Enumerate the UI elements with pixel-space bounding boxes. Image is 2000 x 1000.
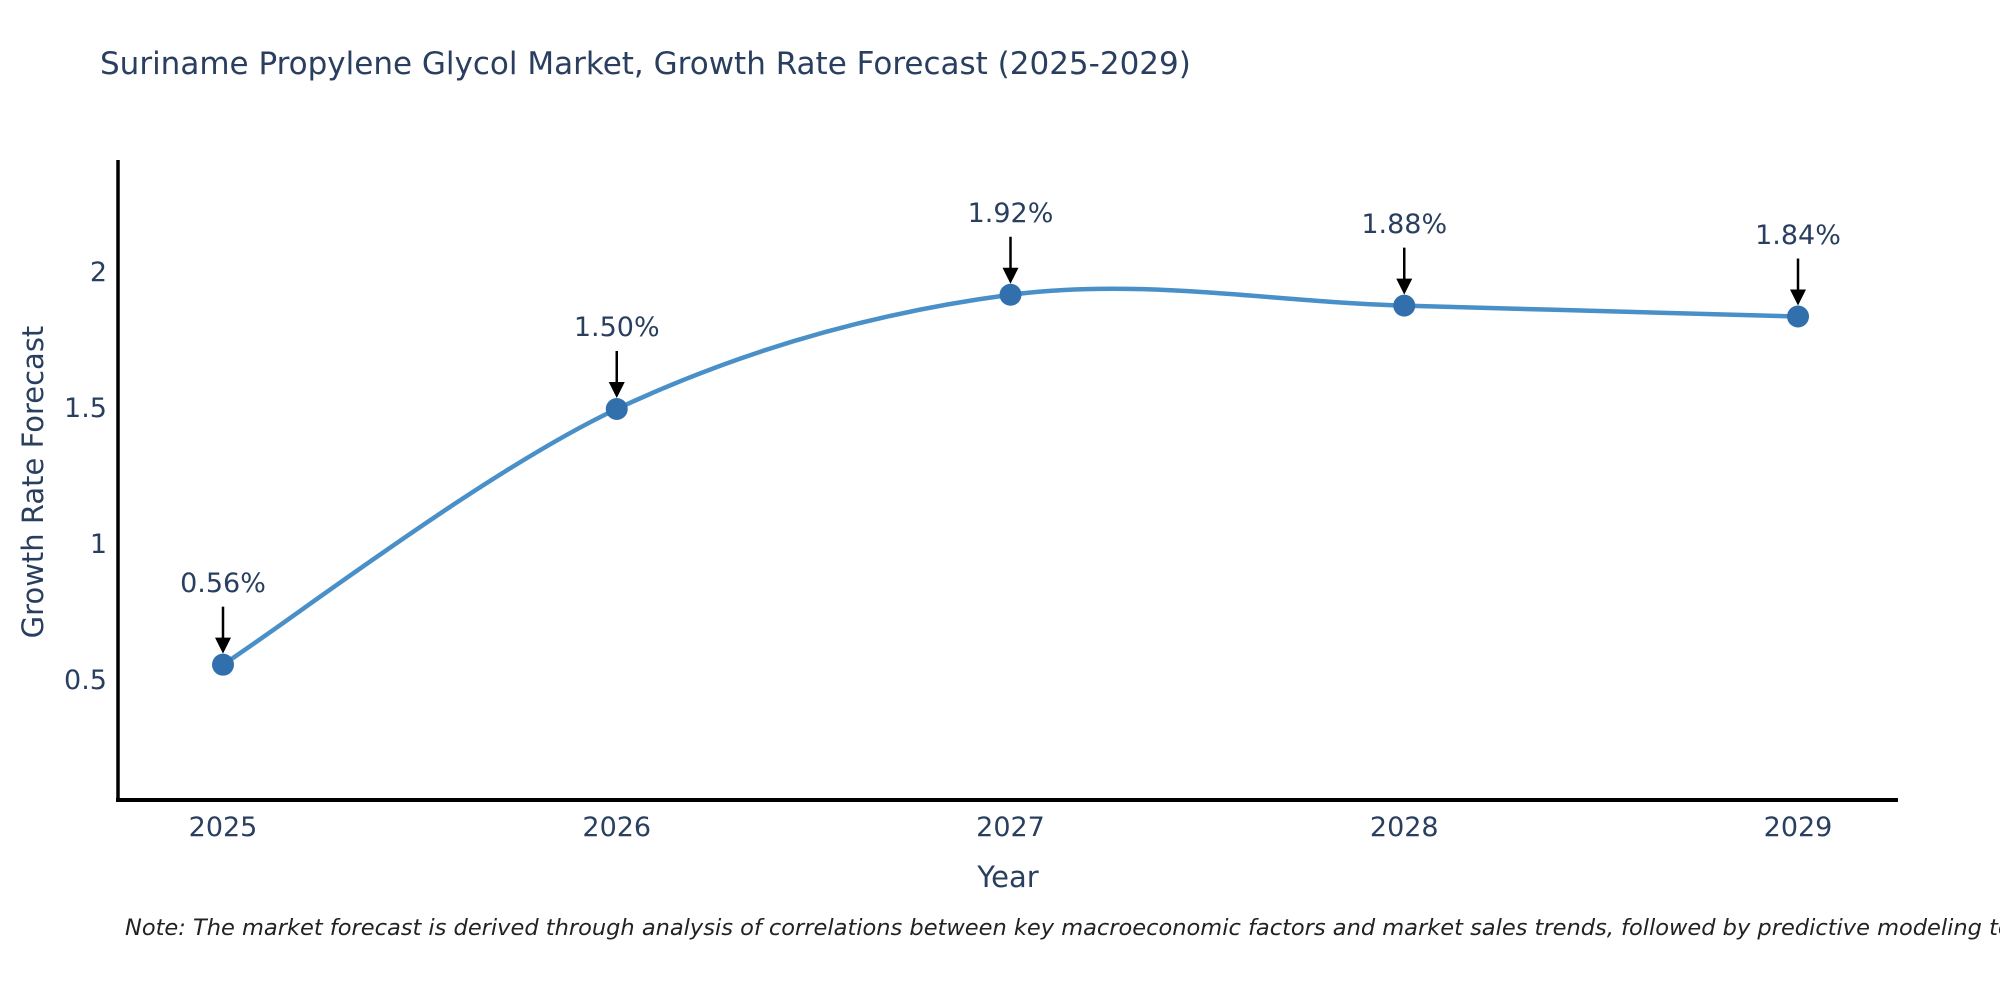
growth-rate-line	[220, 286, 1801, 667]
y-tick-label: 1	[89, 529, 107, 560]
x-tick-label: 2028	[1369, 812, 1439, 843]
data-point-markers[interactable]	[212, 283, 1809, 676]
x-axis-title: Year	[977, 860, 1039, 894]
x-tick-label: 2026	[582, 812, 652, 843]
data-label: 0.56%	[180, 567, 266, 599]
data-label: 1.50%	[573, 312, 660, 343]
y-tick-label: 2	[89, 257, 107, 288]
data-label: 1.84%	[1755, 219, 1841, 251]
x-tick-label: 2029	[1763, 812, 1833, 843]
footnote: Note: The market forecast is derived thr…	[125, 915, 2000, 941]
chart-title: Suriname Propylene Glycol Market, Growth…	[100, 46, 1191, 82]
data-label: 1.88%	[1361, 208, 1448, 240]
annotation-arrows	[215, 236, 1806, 654]
x-tick-label: 2025	[188, 812, 258, 843]
x-tick-label: 2027	[976, 812, 1045, 843]
y-tick-label: 0.5	[64, 665, 107, 696]
axis-lines	[116, 160, 1898, 802]
data-label: 1.92%	[967, 197, 1054, 229]
y-tick-label: 1.5	[64, 393, 107, 424]
